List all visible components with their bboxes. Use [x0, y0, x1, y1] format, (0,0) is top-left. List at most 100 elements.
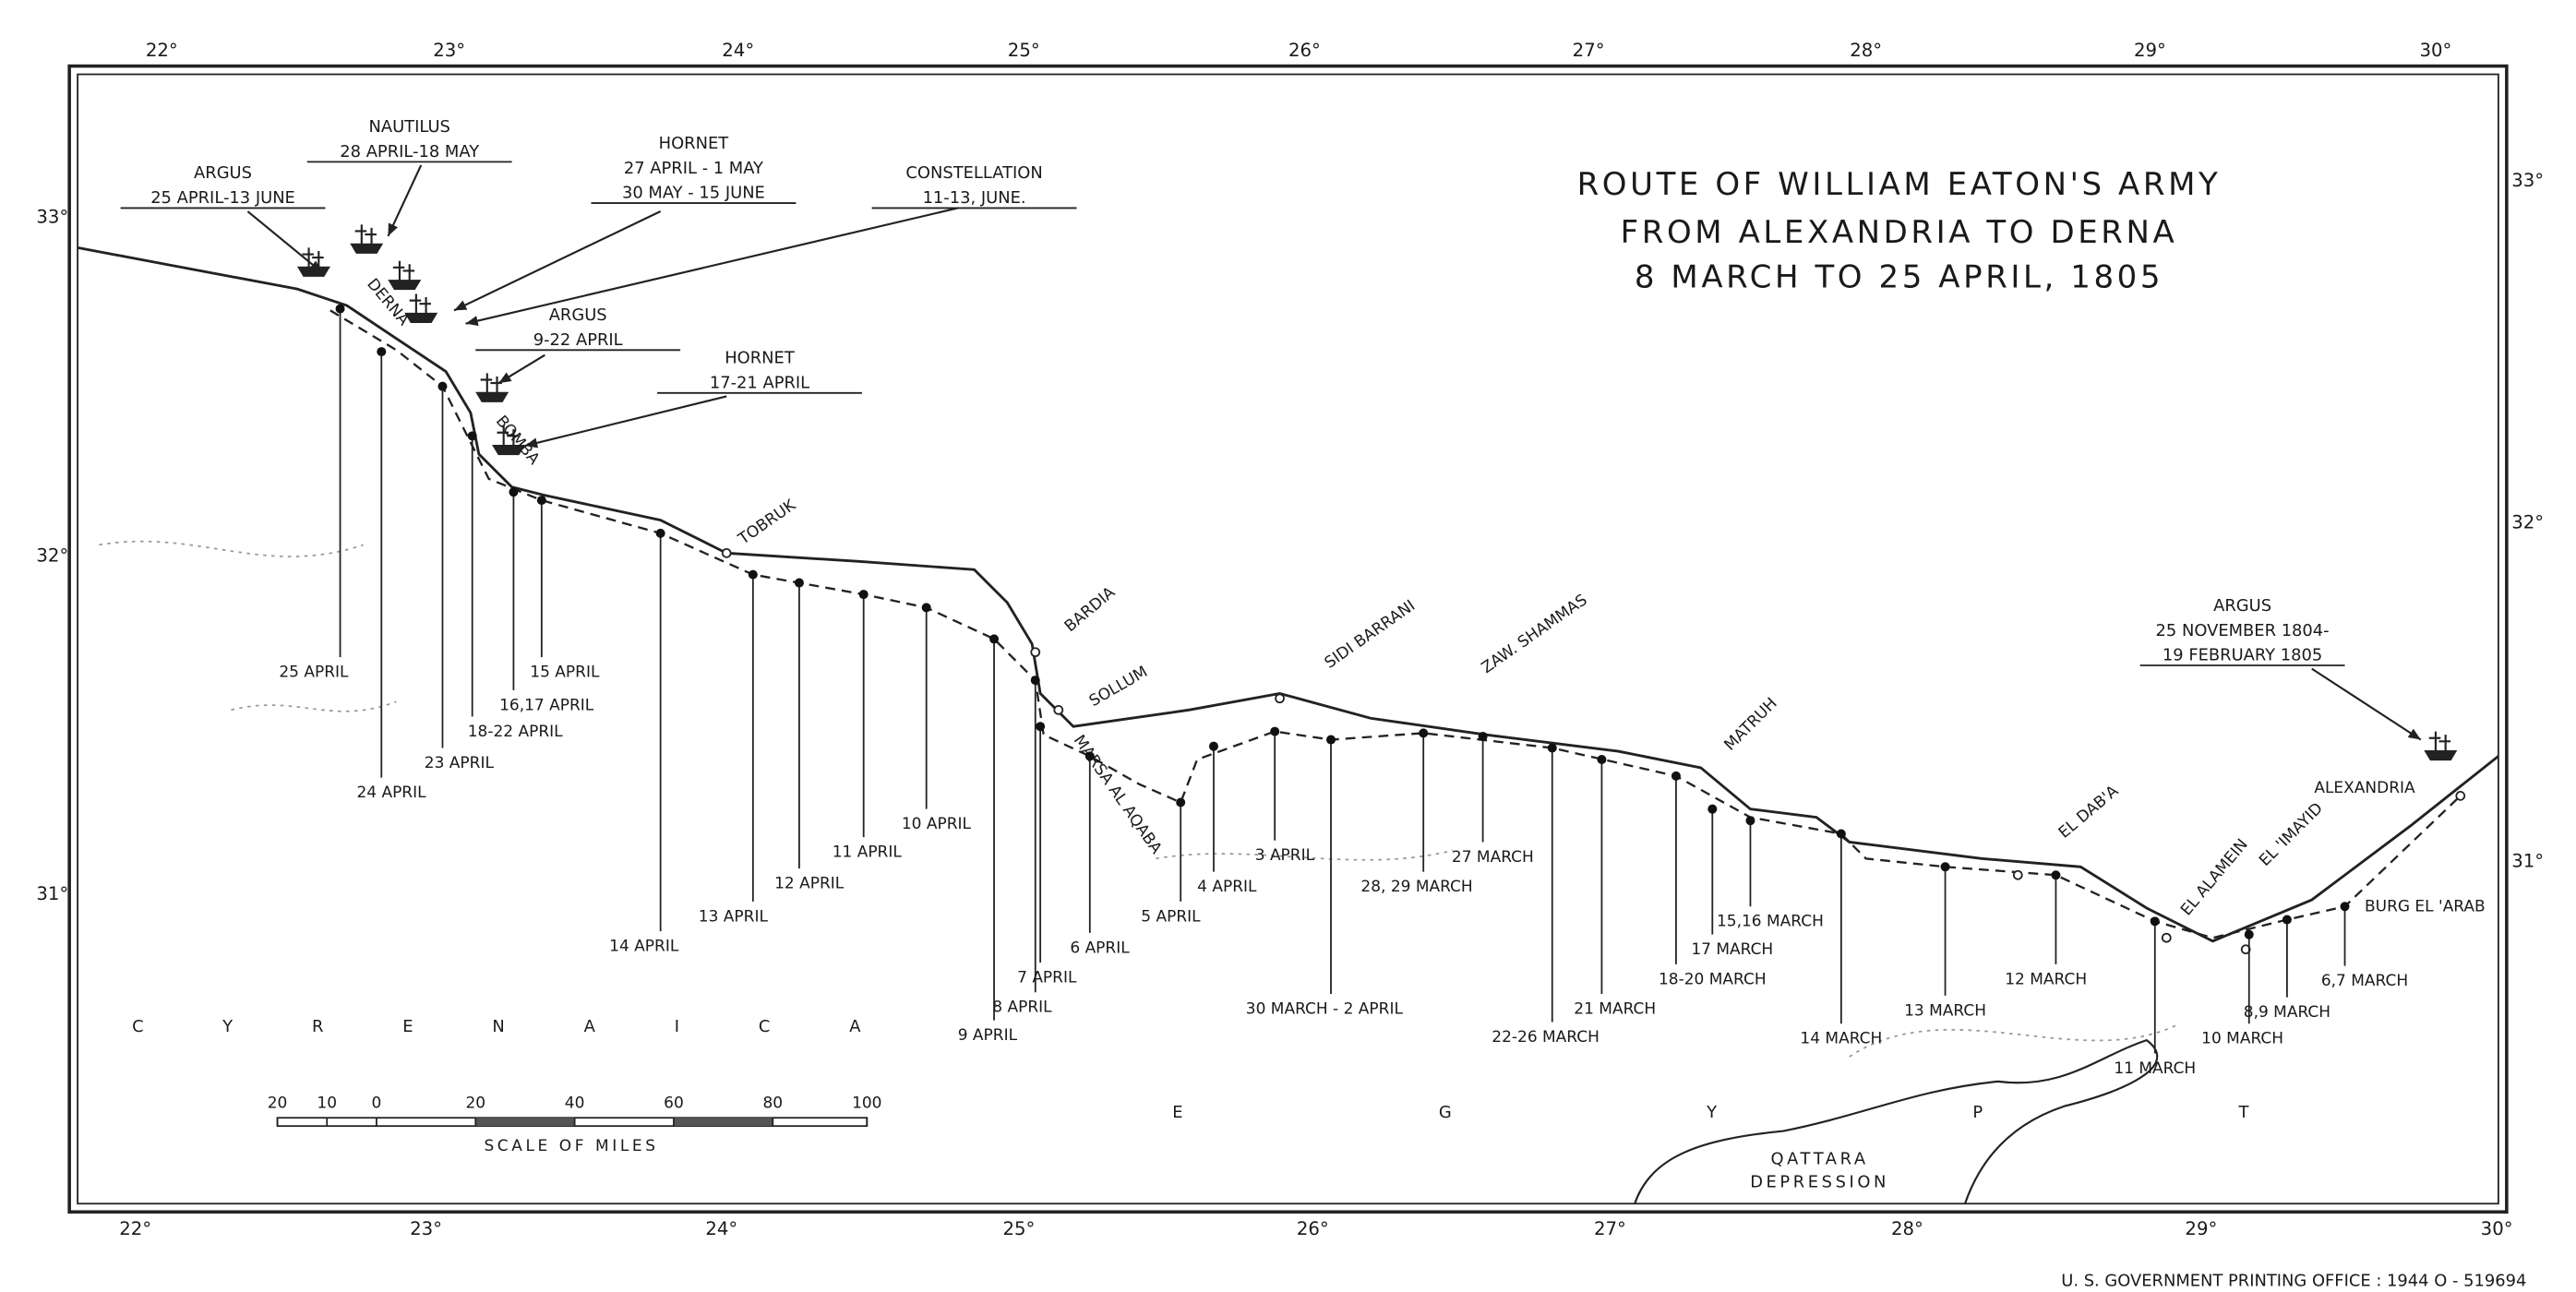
stop-label: 25 APRIL [279, 664, 349, 682]
stop-label: 15 APRIL [530, 664, 600, 682]
ship-icon [388, 260, 422, 291]
stop-label: 14 APRIL [609, 938, 679, 956]
stop-dot [921, 603, 931, 613]
ship-name: HORNET [659, 134, 729, 153]
longitude-label: 28° [1891, 1218, 1923, 1239]
arrow-head [2407, 728, 2421, 740]
latitude-label: 33° [36, 207, 68, 228]
stop-dot [509, 487, 519, 497]
scale-label: 100 [852, 1095, 881, 1113]
route [329, 309, 2462, 939]
stop-dot [794, 578, 804, 588]
qattara-outline [1634, 1038, 2159, 1204]
stop-dot [1084, 751, 1095, 761]
longitude-label: 23° [410, 1218, 442, 1239]
footer: U. S. GOVERNMENT PRINTING OFFICE : 1944 … [2061, 1272, 2526, 1291]
stop-label: 24 APRIL [356, 784, 426, 802]
town-marker [1030, 647, 1041, 658]
ship-icon [2424, 731, 2458, 761]
ship-dates: 17-21 APRIL [710, 373, 809, 392]
stop-dot [1707, 804, 1718, 814]
stop-dot [2244, 929, 2254, 939]
town-marker [2161, 932, 2172, 943]
ship-name: CONSTELLATION [905, 163, 1042, 183]
stop-dot [1597, 754, 1607, 765]
arrow-head [388, 222, 399, 236]
stop-label: 5 APRIL [1141, 907, 1201, 926]
ship-arrow [2311, 667, 2422, 741]
stop-label: 12 APRIL [774, 875, 845, 893]
ship-name: ARGUS [2213, 596, 2271, 616]
ship-dates: 28 APRIL-18 MAY [340, 142, 479, 162]
longitude-label: 25° [1008, 40, 1040, 61]
scale-label: 20 [268, 1095, 288, 1113]
ship-icon [404, 293, 438, 323]
town-marker [1275, 693, 1285, 704]
ship-dates: 11-13, JUNE. [923, 188, 1026, 208]
stop-label: 18-22 APRIL [468, 723, 563, 741]
title-line: 8 MARCH TO 25 APRIL, 1805 [1635, 258, 2163, 295]
scale-fill [673, 1118, 773, 1127]
stop-dot [1478, 731, 1488, 741]
town-marker [2012, 869, 2023, 880]
longitude-label: 28° [1850, 40, 1882, 61]
stop-label: 13 APRIL [699, 907, 769, 926]
frame-outer [67, 64, 2509, 1214]
ship-dates: 27 APRIL - 1 MAY [624, 159, 763, 178]
ship-dates: 19 FEBRUARY 1805 [2163, 646, 2322, 665]
longitude-label: 24° [722, 40, 754, 61]
scale-label: 80 [762, 1095, 783, 1113]
stop-label: 12 MARCH [2005, 970, 2087, 988]
ship-dates: 25 APRIL-13 JUNE [150, 188, 295, 208]
stop-label: 11 MARCH [2114, 1059, 2196, 1078]
stop-label: 14 MARCH [1800, 1030, 1882, 1048]
ship-dates: 25 NOVEMBER 1804- [2156, 621, 2330, 640]
stop-label: 28, 29 MARCH [1360, 878, 1472, 896]
ship-arrow [465, 207, 958, 325]
latitude-label: 32° [2511, 512, 2544, 533]
arrow-head [454, 300, 468, 311]
longitude-label: 27° [1573, 40, 1605, 61]
ship-arrow [453, 210, 662, 312]
stop-dot [1036, 722, 1046, 732]
frame-inner [77, 73, 2499, 1205]
ship-dates: 9-22 APRIL [533, 330, 623, 350]
ship-name: ARGUS [549, 305, 607, 325]
latitude-label: 32° [36, 544, 68, 566]
stop-dot [1030, 676, 1040, 686]
place-name: ALEXANDRIA [2314, 779, 2415, 797]
stop-dot [1940, 862, 1950, 872]
region-name: QATTARA [1770, 1149, 1868, 1168]
region-name: EGYPT [1172, 1103, 2504, 1122]
stop-label: 10 APRIL [902, 815, 972, 833]
longitude-label: 30° [2481, 1218, 2513, 1239]
scale-label: 20 [465, 1095, 485, 1113]
longitude-label: 29° [2185, 1218, 2217, 1239]
stop-label: 17 MARCH [1691, 940, 1773, 959]
longitude-label: 22° [119, 1218, 151, 1239]
terrain-contours [99, 540, 2181, 1058]
stop-label: 16,17 APRIL [499, 696, 594, 714]
stop-dot [437, 381, 448, 391]
stop-dot [2282, 915, 2292, 925]
ship-icon [475, 373, 509, 402]
ship-name: ARGUS [194, 163, 252, 183]
stop-label: 8 APRIL [992, 999, 1052, 1017]
arrow-head [498, 372, 512, 384]
stop-label: 11 APRIL [833, 843, 903, 862]
latitude-label: 33° [2511, 170, 2544, 191]
scale-label: 10 [317, 1095, 337, 1113]
scale-caption: SCALE OF MILES [484, 1137, 658, 1155]
region-name: CYRENAICA [132, 1017, 940, 1036]
ship-arrow [387, 164, 423, 237]
stop-dot [1176, 797, 1186, 808]
stop-dot [1270, 726, 1280, 736]
ship-icon [492, 425, 526, 456]
longitude-label: 26° [1297, 1218, 1329, 1239]
longitude-label: 22° [146, 40, 178, 61]
stop-label: 9 APRIL [958, 1026, 1018, 1045]
arrow-head [524, 437, 539, 449]
arrow-head [465, 316, 479, 327]
stop-dot [335, 304, 345, 314]
